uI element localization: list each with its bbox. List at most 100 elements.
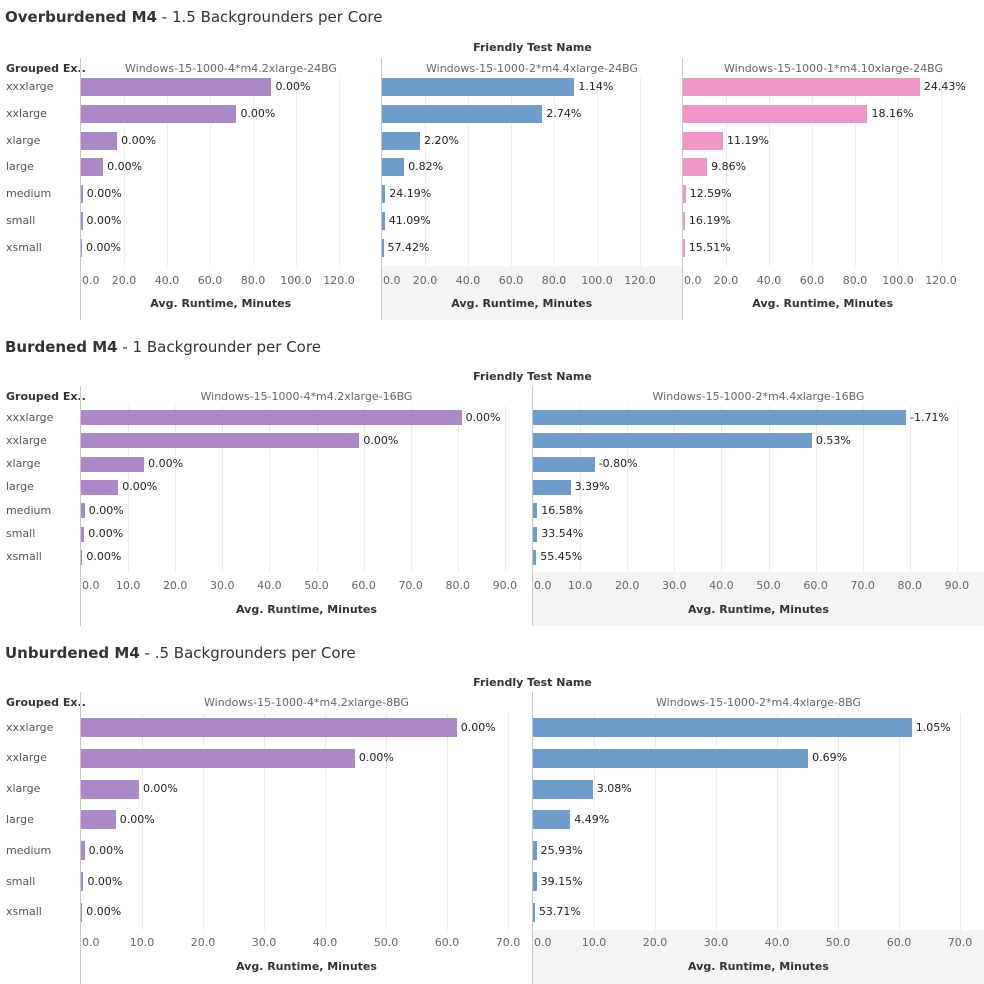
data-label: 55.45%	[540, 550, 583, 564]
gridline	[508, 714, 509, 930]
category-label: xlarge	[6, 457, 41, 471]
x-tick-label: 120.0	[323, 274, 355, 287]
x-tick-label: 10.0	[581, 936, 607, 949]
bar-large[interactable]	[81, 158, 104, 177]
panel-header: Windows-15-1000-4*m4.2xlarge-16BG	[200, 390, 413, 403]
bar-medium[interactable]	[533, 841, 537, 861]
bar-medium[interactable]	[533, 503, 538, 519]
section-title-subtitle: - .5 Backgrounders per Core	[139, 644, 356, 662]
bar-xlarge[interactable]	[533, 456, 595, 472]
bar-medium[interactable]	[81, 185, 83, 204]
bar-xlarge[interactable]	[81, 456, 145, 472]
bar-large[interactable]	[81, 479, 119, 495]
bar-small[interactable]	[533, 526, 538, 542]
gridline	[447, 714, 448, 930]
bar-medium[interactable]	[683, 185, 686, 204]
bar-xxlarge[interactable]	[533, 748, 809, 768]
x-tick-label: 120.0	[624, 274, 656, 287]
bar-xxlarge[interactable]	[81, 748, 355, 768]
x-tick-label: 20.0	[190, 936, 216, 949]
bar-xxlarge[interactable]	[81, 433, 360, 449]
bar-medium[interactable]	[81, 503, 85, 519]
category-label: xsmall	[6, 905, 42, 919]
bar-small[interactable]	[382, 212, 385, 230]
bar-xxxlarge[interactable]	[533, 718, 912, 737]
bar-xxlarge[interactable]	[533, 433, 812, 449]
bar-xsmall[interactable]	[533, 902, 535, 922]
bar-xxlarge[interactable]	[382, 104, 543, 123]
data-label: 16.58%	[541, 503, 584, 517]
x-tick-label: 20.0	[713, 274, 739, 287]
bar-xlarge[interactable]	[683, 131, 723, 150]
x-axis-title: Avg. Runtime, Minutes	[688, 960, 829, 973]
gridline	[210, 78, 211, 266]
bar-xsmall[interactable]	[533, 549, 537, 565]
bar-small[interactable]	[81, 526, 85, 542]
data-label: 2.20%	[424, 133, 459, 147]
bar-small[interactable]	[683, 212, 685, 230]
x-tick-label: 40.0	[154, 274, 180, 287]
bar-xsmall[interactable]	[382, 238, 384, 257]
bar-xxxlarge[interactable]	[683, 78, 920, 96]
data-label: 0.00%	[86, 214, 122, 227]
x-tick-label: 60.0	[434, 936, 460, 949]
x-tick-label: 100.0	[280, 274, 312, 287]
gridline	[124, 78, 125, 266]
bar-xxxlarge[interactable]	[81, 410, 462, 425]
bar-xsmall[interactable]	[81, 902, 83, 922]
gridline	[721, 406, 723, 572]
bar-xsmall[interactable]	[81, 238, 82, 257]
column-group-label: Friendly Test Name	[473, 370, 592, 383]
x-tick-label: 60.0	[351, 579, 376, 592]
bar-large[interactable]	[533, 810, 571, 830]
bar-medium[interactable]	[382, 185, 386, 204]
data-label: 15.51%	[688, 240, 731, 254]
x-tick-label: 40.0	[257, 579, 282, 592]
bar-xxlarge[interactable]	[683, 104, 868, 123]
gridline	[909, 406, 911, 572]
panel-header: Windows-15-1000-1*m4.10xlarge-24BG	[724, 62, 943, 75]
bar-xsmall[interactable]	[683, 238, 685, 257]
bar-large[interactable]	[81, 810, 116, 830]
x-tick-label: 40.0	[764, 936, 790, 949]
bar-xxxlarge[interactable]	[81, 78, 272, 96]
x-tick-label: 30.0	[662, 579, 687, 592]
bar-large[interactable]	[382, 158, 405, 177]
bar-xxlarge[interactable]	[81, 104, 237, 123]
bar-xsmall[interactable]	[81, 549, 83, 565]
bar-small[interactable]	[533, 872, 537, 891]
category-label: xxxlarge	[6, 80, 54, 93]
gridline	[386, 714, 387, 930]
gridline	[674, 406, 676, 572]
bar-xxxlarge[interactable]	[81, 718, 457, 737]
x-tick-label: 80.0	[240, 274, 266, 287]
gridline	[142, 714, 143, 930]
bar-xlarge[interactable]	[382, 131, 421, 150]
data-label: 0.00%	[275, 80, 311, 93]
data-label: 41.09%	[388, 214, 431, 227]
x-tick-label: 50.0	[756, 579, 781, 592]
bar-xlarge[interactable]	[533, 779, 593, 799]
panel-divider	[80, 692, 81, 984]
gridline	[296, 78, 297, 266]
section-title: Unburdened M4 - .5 Backgrounders per Cor…	[5, 644, 356, 662]
gridline	[504, 406, 506, 572]
bar-xxxlarge[interactable]	[382, 78, 575, 96]
panel-divider	[381, 58, 382, 320]
x-tick-label: 0.0	[383, 274, 401, 287]
data-label: 0.00%	[86, 550, 122, 564]
x-tick-label: 80.0	[897, 579, 923, 592]
x-axis-title: Avg. Runtime, Minutes	[688, 603, 829, 616]
data-label: 0.00%	[86, 187, 122, 201]
bar-xlarge[interactable]	[81, 779, 139, 799]
bar-medium[interactable]	[81, 841, 85, 861]
bar-xlarge[interactable]	[81, 131, 118, 150]
bar-xxxlarge[interactable]	[533, 410, 907, 425]
bar-small[interactable]	[81, 872, 84, 891]
bar-small[interactable]	[81, 212, 83, 230]
bar-large[interactable]	[533, 479, 571, 495]
x-tick-label: 70.0	[947, 936, 973, 949]
bar-large[interactable]	[683, 158, 708, 177]
data-label: 18.16%	[871, 106, 914, 120]
data-label: 0.00%	[87, 874, 123, 888]
